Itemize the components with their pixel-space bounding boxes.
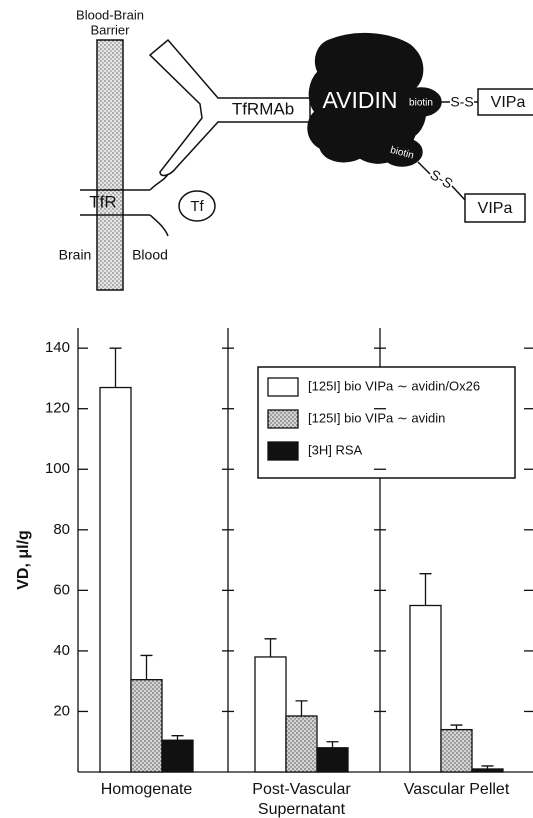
bar <box>409 604 442 773</box>
barrier <box>96 39 124 291</box>
legend-box <box>257 366 516 479</box>
diagram <box>80 32 533 291</box>
legend-label: [125I] bio VIPa ∼ avidin/Ox26 <box>308 378 480 393</box>
error-bar <box>140 654 153 680</box>
bar <box>99 386 132 773</box>
bar <box>130 679 163 773</box>
peptide-label: VIPa <box>478 200 513 217</box>
peptide-label: VIPa <box>491 94 526 111</box>
y-tick-label: 20 <box>53 702 70 719</box>
y-axis-label: VD, μl/g <box>15 530 32 590</box>
y-tick-label: 80 <box>53 521 70 538</box>
receptor-label: TfR <box>89 192 116 211</box>
y-tick-label: 100 <box>45 460 70 477</box>
legend-swatch <box>267 409 299 429</box>
error-bar <box>171 735 184 741</box>
y-tick-label: 120 <box>45 400 70 417</box>
bar <box>161 739 194 773</box>
x-tick-label: Homogenate <box>100 781 193 798</box>
y-tick-label: 140 <box>45 339 70 356</box>
error-bar <box>326 741 339 748</box>
avidin-shape <box>307 32 427 164</box>
error-bar <box>264 638 277 657</box>
bar <box>316 747 349 773</box>
antibody-shape <box>148 38 311 177</box>
bar <box>440 728 473 773</box>
biotin-shape <box>381 137 423 167</box>
error-bar <box>481 765 494 769</box>
link-label: S-S <box>428 166 456 192</box>
link-label: S-S <box>450 94 473 110</box>
y-tick-label: 40 <box>53 642 70 659</box>
ligand-shape <box>178 190 216 222</box>
barrier-label: Barrier <box>90 22 130 37</box>
error-bar <box>419 573 432 606</box>
links <box>417 101 478 201</box>
legend-swatch <box>267 377 299 397</box>
error-bar <box>109 347 122 388</box>
bar <box>254 656 287 773</box>
legend-label: [3H] RSA <box>308 442 363 457</box>
blood-label: Blood <box>132 247 168 263</box>
bar <box>285 715 318 773</box>
x-tick-label: Vascular Pellet <box>403 781 510 798</box>
x-tick-label: Post-Vascular Supernatant <box>252 781 351 818</box>
receptor-shape <box>80 173 169 237</box>
bar <box>471 768 504 773</box>
error-bar <box>450 724 463 730</box>
barrier-label: Blood-Brain <box>76 7 144 22</box>
peptide-box <box>464 193 526 223</box>
legend-swatch <box>267 441 299 461</box>
peptide-box <box>477 88 533 116</box>
ligand-label: Tf <box>190 198 204 215</box>
legend-label: [125I] bio VIPa ∼ avidin <box>308 410 445 425</box>
brain-label: Brain <box>59 247 92 263</box>
y-tick-label: 60 <box>53 581 70 598</box>
biotin-label: biotin <box>409 98 433 109</box>
error-bar <box>295 700 308 716</box>
avidin-label: AVIDIN <box>323 87 398 113</box>
antibody-label: TfRMAb <box>232 99 294 118</box>
